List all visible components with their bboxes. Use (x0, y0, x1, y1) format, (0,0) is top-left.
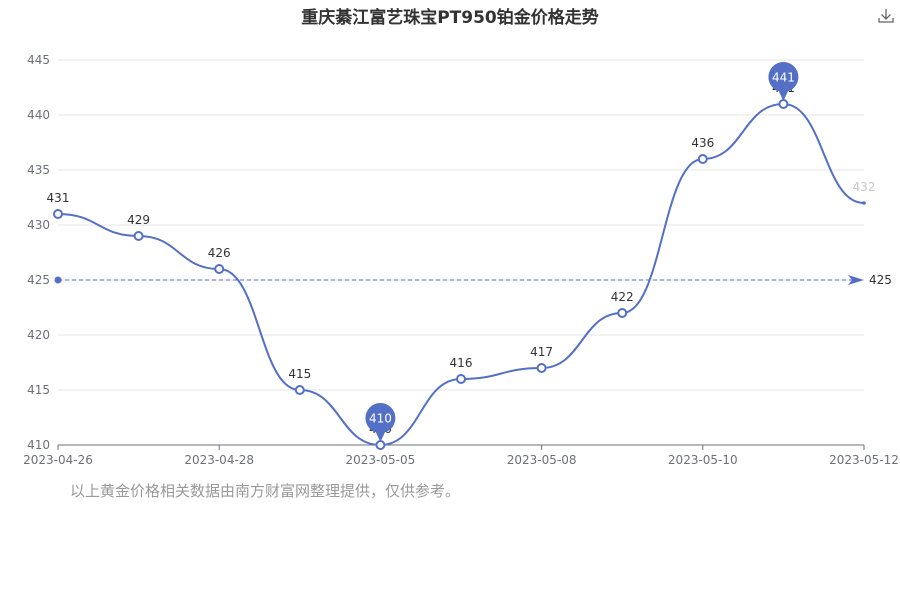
y-tick-label: 435 (27, 163, 50, 177)
data-point (294, 385, 305, 395)
x-tick-label: 2023-04-26 (23, 453, 93, 467)
y-tick-label: 410 (27, 438, 50, 452)
data-point (456, 374, 466, 384)
chart-title: 重庆綦江富艺珠宝PT950铂金价格走势 (301, 8, 599, 28)
download-icon (878, 9, 894, 23)
data-point (778, 99, 789, 109)
x-tick-label: 2023-05-12 (829, 453, 899, 467)
min-marker-label: 410 (369, 412, 392, 426)
y-tick-label: 430 (27, 218, 50, 232)
average-line-start (54, 276, 62, 284)
data-point (133, 231, 144, 241)
y-tick-label: 440 (27, 108, 50, 122)
data-label: 429 (127, 213, 150, 227)
footnote: 以上黄金价格相关数据由南方财富网整理提供，仅供参考。 (70, 482, 461, 500)
y-tick-label: 425 (27, 273, 50, 287)
data-label: 417 (530, 345, 553, 359)
min-marker (365, 403, 396, 433)
average-line-label: 425 (869, 273, 892, 287)
average-line-arrow (848, 275, 864, 285)
data-point (617, 308, 628, 318)
data-label: 431 (47, 191, 70, 205)
max-marker (768, 62, 799, 92)
data-point (214, 264, 225, 274)
data-point (375, 440, 386, 450)
data-point (697, 154, 708, 164)
max-marker-label: 441 (772, 71, 795, 85)
data-point (53, 209, 63, 219)
y-tick-label: 415 (27, 383, 50, 397)
data-point (862, 201, 866, 205)
data-label: 432 (853, 180, 876, 194)
x-tick-label: 2023-05-08 (507, 453, 577, 467)
data-label: 415 (288, 367, 311, 381)
data-label: 416 (450, 356, 473, 370)
data-label: 436 (691, 136, 714, 150)
data-label: 422 (611, 290, 634, 304)
series-line (57, 102, 865, 447)
download-button[interactable] (876, 6, 896, 26)
y-tick-label: 445 (27, 53, 50, 67)
data-point (536, 363, 547, 373)
x-tick-label: 2023-05-10 (668, 453, 738, 467)
x-tick-label: 2023-05-05 (346, 453, 416, 467)
data-label: 426 (208, 246, 231, 260)
x-tick-label: 2023-04-28 (184, 453, 254, 467)
y-tick-label: 420 (27, 328, 50, 342)
